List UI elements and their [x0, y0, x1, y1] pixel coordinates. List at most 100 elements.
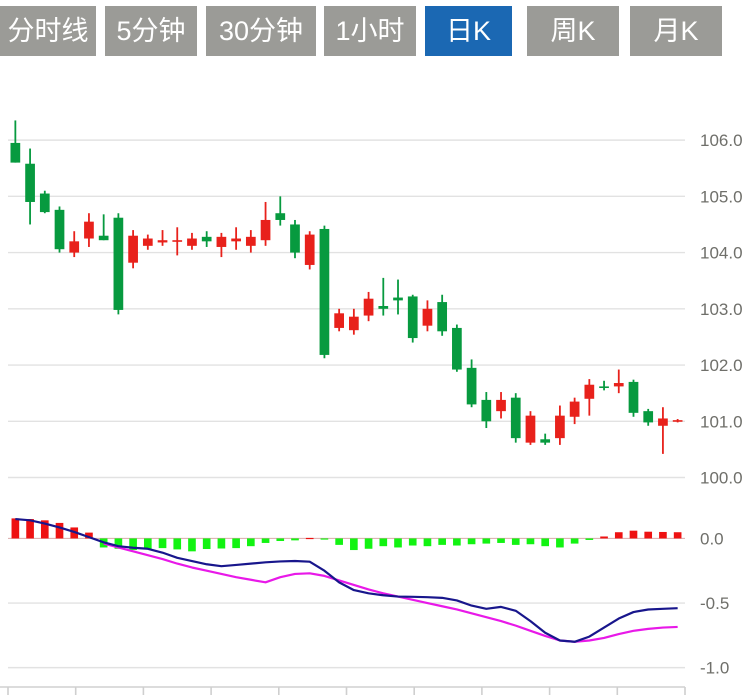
candle[interactable]: [584, 379, 595, 416]
candle[interactable]: [54, 206, 65, 253]
candle-body: [290, 224, 300, 253]
candle[interactable]: [319, 225, 330, 359]
candle-body: [378, 306, 389, 309]
candle-body: [39, 193, 50, 213]
candle-body: [510, 397, 521, 439]
candle-body: [393, 297, 403, 301]
candle[interactable]: [69, 231, 80, 258]
candle[interactable]: [393, 279, 403, 315]
candle[interactable]: [245, 230, 256, 253]
candle[interactable]: [555, 405, 565, 445]
candle[interactable]: [378, 277, 389, 316]
candle[interactable]: [84, 213, 94, 247]
candle-body: [216, 236, 227, 247]
candle-body: [643, 411, 654, 423]
tab-4[interactable]: 日K: [425, 6, 512, 56]
macd-bar: [114, 538, 123, 549]
candle[interactable]: [231, 227, 241, 250]
macd-bar: [305, 537, 314, 540]
candle-body: [304, 234, 315, 265]
macd-bar: [556, 538, 564, 548]
macd-bar: [614, 532, 623, 539]
candle-body: [319, 228, 330, 355]
candle[interactable]: [98, 214, 109, 241]
candle-body: [245, 236, 256, 246]
macd-bar: [659, 531, 667, 539]
macd-bar: [11, 518, 20, 539]
macd-bar: [55, 522, 64, 539]
macd-bar: [276, 538, 285, 542]
candle-body: [231, 238, 241, 242]
candle-body: [201, 236, 212, 242]
candle[interactable]: [672, 419, 683, 423]
candle-body: [334, 313, 344, 328]
price-tick-label: 104.0: [700, 244, 743, 263]
candle[interactable]: [452, 324, 462, 372]
candle[interactable]: [10, 120, 21, 163]
tab-3[interactable]: 1小时: [324, 6, 416, 56]
candle[interactable]: [628, 379, 639, 417]
candle[interactable]: [334, 308, 344, 332]
candle[interactable]: [422, 300, 433, 332]
candle[interactable]: [187, 232, 197, 250]
candle[interactable]: [643, 408, 654, 426]
candle[interactable]: [525, 411, 536, 445]
candle[interactable]: [39, 190, 50, 214]
candle[interactable]: [216, 232, 227, 258]
chart-area[interactable]: 106.0 105.0 104.0 103.0 102.0 101.0 100.0 0.0 -0…: [0, 62, 751, 696]
candle[interactable]: [25, 148, 35, 225]
candle[interactable]: [201, 231, 212, 247]
macd-bar: [26, 519, 34, 539]
macd-bar: [364, 538, 373, 549]
candle-body: [658, 418, 668, 426]
tab-5[interactable]: 周K: [527, 6, 619, 56]
tab-6[interactable]: 月K: [630, 6, 722, 56]
candle-body: [452, 327, 462, 370]
macd-bar: [541, 538, 550, 547]
candle[interactable]: [260, 201, 271, 246]
candle[interactable]: [466, 359, 477, 408]
candle-body: [25, 163, 35, 202]
candle-body: [540, 439, 551, 443]
candle[interactable]: [157, 230, 168, 246]
candle[interactable]: [540, 433, 551, 445]
price-tick-label: 100.0: [700, 469, 743, 488]
candle-body: [275, 213, 286, 220]
candle[interactable]: [142, 234, 153, 250]
tab-1[interactable]: 5分钟: [105, 6, 197, 56]
macd-bar: [482, 538, 491, 544]
candle[interactable]: [658, 407, 668, 454]
macd-bar: [467, 538, 476, 545]
candle-body: [422, 308, 433, 326]
candle-body: [584, 384, 595, 399]
candle[interactable]: [363, 291, 374, 322]
candle[interactable]: [172, 227, 183, 256]
macd-bar: [453, 538, 461, 546]
price-tick-label: 105.0: [700, 187, 743, 206]
macd-bar: [394, 538, 402, 548]
candle[interactable]: [481, 392, 492, 429]
candle[interactable]: [304, 231, 315, 270]
candle[interactable]: [349, 308, 359, 335]
macd-gridlines: 0.0 -0.5 -1.0: [8, 529, 729, 678]
candle[interactable]: [113, 213, 124, 315]
candle[interactable]: [407, 294, 418, 343]
macd-bar: [629, 530, 638, 539]
candle[interactable]: [128, 230, 138, 269]
macd-bar: [261, 538, 270, 543]
tab-0[interactable]: 分时线: [0, 6, 96, 56]
candle-body: [98, 235, 109, 241]
candle[interactable]: [275, 196, 286, 226]
candle[interactable]: [510, 393, 521, 443]
candle[interactable]: [569, 397, 580, 425]
candle[interactable]: [496, 392, 506, 419]
candle[interactable]: [290, 219, 300, 259]
macd-bar: [40, 520, 49, 539]
macd-bar: [585, 538, 594, 540]
candle[interactable]: [437, 294, 448, 336]
candle-body: [437, 302, 448, 332]
candle[interactable]: [613, 369, 624, 394]
tab-2[interactable]: 30分钟: [206, 6, 316, 56]
candle[interactable]: [599, 380, 609, 391]
macd-bar: [217, 538, 226, 549]
